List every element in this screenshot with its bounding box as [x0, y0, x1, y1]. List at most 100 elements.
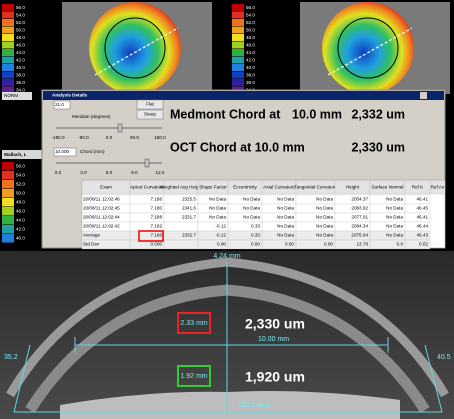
- apex-width: 4.24 mm: [213, 253, 240, 260]
- scale-swatch: [2, 49, 14, 56]
- scale-label: 48.0: [16, 35, 25, 40]
- scale-swatch: [2, 216, 14, 225]
- scale-label: 54.0: [16, 173, 25, 178]
- steep-button[interactable]: [136, 109, 164, 120]
- meridian-thumb[interactable]: [117, 123, 123, 133]
- cell-text: No Data: [277, 224, 294, 229]
- scale-label: 50.0: [16, 191, 25, 196]
- cell-text: 20/08/11 12:02:45: [83, 206, 120, 211]
- cell-text: 2077.01: [351, 215, 368, 220]
- central-box: [177, 312, 211, 334]
- cell-text: No Data: [316, 215, 333, 220]
- scale-label: 34.0: [16, 87, 25, 92]
- scale-swatch: [2, 56, 14, 64]
- header-text: Apical Curvature: [130, 185, 164, 190]
- flat-button[interactable]: [136, 99, 164, 110]
- meridian-value[interactable]: 21.0: [55, 102, 64, 107]
- scale-swatch: [2, 4, 14, 11]
- scale-swatch: [2, 189, 14, 198]
- cell-text: -0.12: [216, 224, 227, 229]
- scale-swatch: [232, 56, 244, 64]
- scale-label: 44.0: [16, 50, 25, 55]
- cell-text: No Data: [277, 197, 294, 202]
- cell-text: No Data: [386, 206, 403, 211]
- scale-swatch: [232, 71, 244, 79]
- scale-swatch: [2, 64, 14, 71]
- table-cell: [163, 239, 199, 250]
- cell-text: No Data: [277, 233, 294, 238]
- scale-label: 44.0: [246, 50, 255, 55]
- scale-swatch: [2, 207, 14, 216]
- scale-swatch: [2, 180, 14, 189]
- cell-text: 7.182: [151, 224, 163, 229]
- cell-text: 2332.7: [182, 233, 196, 238]
- oct-value: 2,330 um: [351, 140, 405, 154]
- header-text: Shape Factor: [199, 185, 227, 190]
- right-map: [300, 2, 450, 94]
- slider-scale-label: 12.0: [156, 170, 165, 175]
- header-text: Height: [346, 185, 360, 190]
- cell-text: No Data: [209, 197, 226, 202]
- header-text: Ref K: [412, 185, 424, 190]
- cell-text: 0.00: [251, 242, 260, 247]
- cell-text: No Data: [316, 233, 333, 238]
- cell-text: 2341.6: [182, 206, 196, 211]
- highlight-box: [138, 230, 164, 242]
- scale-label: 52.0: [16, 20, 25, 25]
- chord-scale: 0.0 3.0 6.0 9.0 12.0: [55, 170, 165, 175]
- cell-text: No Data: [277, 215, 294, 220]
- scale-label: 52.0: [246, 20, 255, 25]
- cell-text: No Data: [277, 206, 294, 211]
- base-width: 15.01 mm: [238, 402, 269, 409]
- cell-text: 46.43: [417, 233, 429, 238]
- right-angle: 40.5: [437, 354, 451, 361]
- medmont-chord: 10.0 mm: [292, 107, 342, 121]
- cell-text: 46.45: [417, 206, 429, 211]
- cell-text: -0.12: [216, 233, 227, 238]
- header-text: Eccentricity: [233, 185, 257, 190]
- scale-label: 38.0: [246, 72, 255, 77]
- cell-text: No Data: [386, 224, 403, 229]
- cell-text: 7.188: [151, 215, 163, 220]
- lower-box-label: 1.92 mm: [180, 373, 207, 380]
- steep-label: Steep: [144, 112, 156, 117]
- table-cell: [404, 239, 431, 250]
- cell-text: 2331.7: [182, 215, 196, 220]
- patient-tab: [2, 150, 42, 159]
- scale-label: 56.0: [16, 5, 25, 10]
- cell-text: 46.41: [417, 197, 429, 202]
- scale-swatch: [2, 86, 14, 94]
- cell-text: Average: [83, 233, 100, 238]
- slider-scale-label: 0.0: [106, 135, 113, 140]
- chord-thumb[interactable]: [144, 158, 150, 168]
- cell-text: 0.33: [251, 224, 260, 229]
- analysis-dialog: Analysis Details 21.0 Meridian (degrees)…: [41, 89, 446, 250]
- close-button[interactable]: [420, 92, 427, 99]
- cell-text: 0.00: [285, 242, 294, 247]
- scale-label: 46.0: [16, 209, 25, 214]
- cell-text: No Data: [386, 215, 403, 220]
- measure-lines: [13, 262, 443, 413]
- cell-text: No Data: [243, 215, 260, 220]
- cell-text: 0.00: [217, 242, 226, 247]
- slider-scale-label: -90.0: [78, 135, 89, 140]
- cell-text: 0.0: [397, 242, 404, 247]
- cell-text: 0.02: [419, 242, 428, 247]
- scale-label: 54.0: [246, 12, 255, 17]
- scale-swatch: [232, 11, 244, 19]
- header-text: Exam: [100, 185, 112, 190]
- scale-label: 40.0: [246, 65, 255, 70]
- central-value: 2,330 um: [245, 316, 305, 332]
- scale-label: 40.0: [16, 65, 25, 70]
- slider-scale-label: -180.0: [51, 135, 64, 140]
- left-map: [62, 2, 212, 94]
- scale-swatch: [2, 71, 14, 79]
- header-text: Surface Normal: [372, 185, 404, 190]
- cell-text: No Data: [386, 197, 403, 202]
- scale-swatch: [2, 198, 14, 207]
- scale-swatch: [2, 171, 14, 180]
- flat-label: Flat: [146, 102, 154, 107]
- header-text: Ref Ax: [431, 185, 445, 190]
- chord-value[interactable]: 10.000: [55, 149, 69, 154]
- cell-text: 20/08/11 12:02:42: [83, 224, 120, 229]
